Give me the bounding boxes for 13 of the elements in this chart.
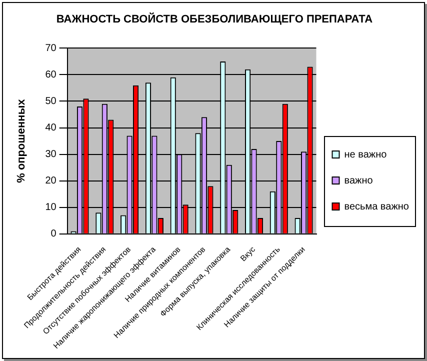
y-tick-label: 50 [45,96,57,107]
y-tick-label: 70 [45,42,57,54]
legend-label: важно [344,175,374,186]
y-tick-label: 10 [45,202,57,214]
y-tick-label: 40 [45,122,57,134]
y-tick-label: 20 [45,176,57,187]
y-axis-title: % опрошенных [16,98,28,183]
legend-label: весьма важно [344,201,410,212]
y-tick-label: 0 [50,228,57,240]
chart-title: ВАЖНОСТЬ СВОЙСТВ ОБЕЗБОЛИВАЮЩЕГО ПРЕПАРАТА [56,12,373,26]
legend-label: не важно [344,149,388,160]
y-tick-label: 60 [45,69,57,80]
y-tick-label: 30 [45,149,57,160]
